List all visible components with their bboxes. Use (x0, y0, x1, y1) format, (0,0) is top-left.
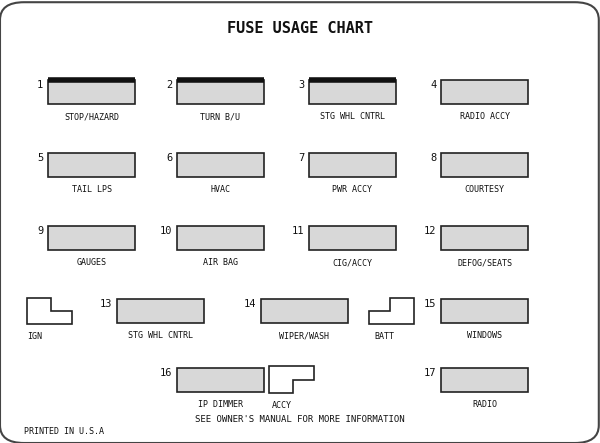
Text: 8: 8 (430, 153, 436, 163)
Text: STOP/HAZARD: STOP/HAZARD (64, 112, 119, 121)
Bar (261, 299, 348, 323)
Text: IGN: IGN (28, 332, 42, 341)
Text: DEFOG/SEATS: DEFOG/SEATS (457, 258, 512, 267)
Text: COURTESY: COURTESY (464, 185, 505, 194)
Text: TURN B/U: TURN B/U (200, 112, 241, 121)
Text: 2: 2 (166, 80, 172, 90)
Text: 6: 6 (166, 153, 172, 163)
Text: STG WHL CNTRL: STG WHL CNTRL (320, 112, 385, 121)
Text: IP DIMMER: IP DIMMER (198, 400, 243, 409)
Text: 16: 16 (160, 368, 172, 378)
Text: 12: 12 (424, 226, 436, 236)
Polygon shape (369, 298, 414, 324)
Text: AIR BAG: AIR BAG (203, 258, 238, 267)
Bar (309, 80, 396, 104)
Text: 11: 11 (292, 226, 304, 236)
Text: 3: 3 (298, 80, 304, 90)
Bar (309, 153, 396, 177)
Text: 1: 1 (37, 80, 43, 90)
Bar (441, 299, 528, 323)
Text: 9: 9 (37, 226, 43, 236)
Text: 10: 10 (160, 226, 172, 236)
Bar (177, 153, 264, 177)
Bar (117, 299, 204, 323)
Text: 14: 14 (244, 299, 256, 309)
Text: GAUGES: GAUGES (77, 258, 107, 267)
Bar (441, 153, 528, 177)
Text: PRINTED IN U.S.A: PRINTED IN U.S.A (24, 427, 104, 436)
Bar (177, 80, 264, 104)
Bar (48, 153, 135, 177)
Text: 4: 4 (430, 80, 436, 90)
Text: STG WHL CNTRL: STG WHL CNTRL (128, 331, 193, 340)
Text: ACCY: ACCY (272, 401, 292, 410)
Bar (441, 368, 528, 392)
Text: PWR ACCY: PWR ACCY (332, 185, 373, 194)
Polygon shape (269, 366, 314, 393)
Bar (48, 80, 135, 104)
Bar (441, 226, 528, 250)
Text: 15: 15 (424, 299, 436, 309)
Text: 13: 13 (100, 299, 112, 309)
Text: FUSE USAGE CHART: FUSE USAGE CHART (227, 21, 373, 36)
Text: RADIO ACCY: RADIO ACCY (460, 112, 509, 121)
Bar (177, 226, 264, 250)
Bar (441, 80, 528, 104)
Text: WINDOWS: WINDOWS (467, 331, 502, 340)
Text: CIG/ACCY: CIG/ACCY (332, 258, 373, 267)
Text: 17: 17 (424, 368, 436, 378)
Text: TAIL LPS: TAIL LPS (71, 185, 112, 194)
Text: HVAC: HVAC (211, 185, 230, 194)
Text: 7: 7 (298, 153, 304, 163)
Bar (48, 226, 135, 250)
Polygon shape (27, 298, 72, 324)
Bar (177, 368, 264, 392)
Bar (309, 226, 396, 250)
Text: BATT: BATT (374, 332, 394, 341)
Text: SEE OWNER'S MANUAL FOR MORE INFORMATION: SEE OWNER'S MANUAL FOR MORE INFORMATION (195, 416, 405, 424)
Text: RADIO: RADIO (472, 400, 497, 409)
Text: 5: 5 (37, 153, 43, 163)
Text: WIPER/WASH: WIPER/WASH (280, 331, 329, 340)
